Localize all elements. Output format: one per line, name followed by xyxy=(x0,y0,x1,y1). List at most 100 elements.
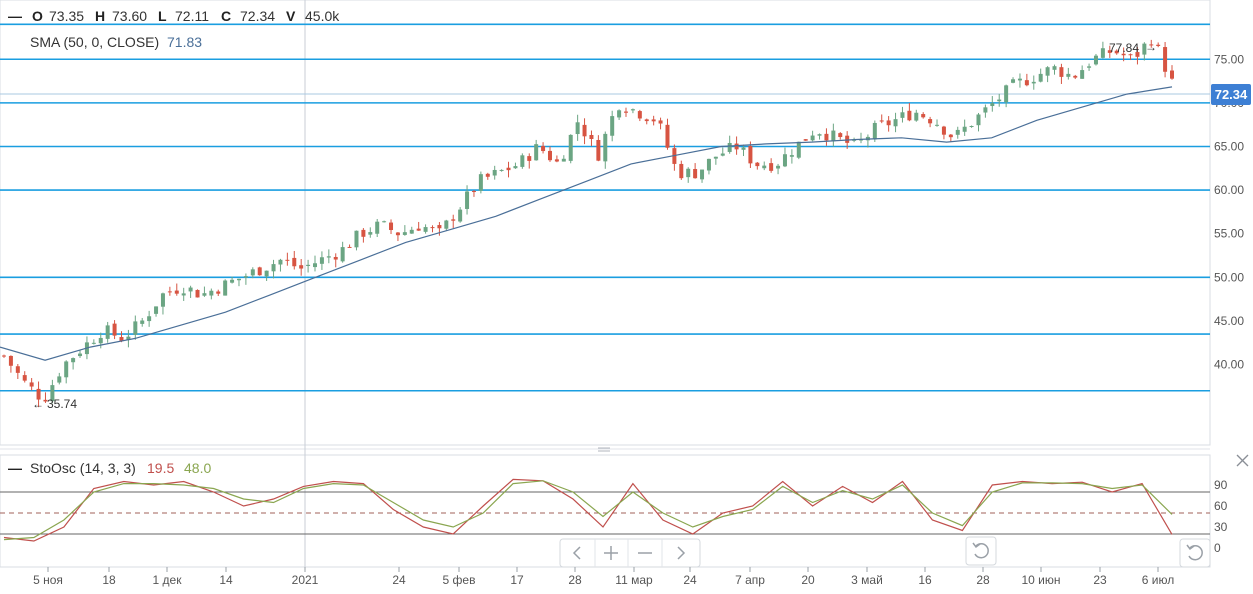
date-tick-label: 28 xyxy=(976,573,990,587)
candle-body xyxy=(36,388,41,400)
candle-body xyxy=(831,130,836,142)
stoch-legend[interactable]: — StoOsc (14, 3, 3) 19.5 48.0 xyxy=(8,460,211,476)
candle-body xyxy=(700,169,705,180)
date-tick-label: 3 май xyxy=(851,573,883,587)
candle-body xyxy=(223,280,228,296)
sma-legend[interactable]: SMA (50, 0, CLOSE) 71.83 xyxy=(30,34,202,50)
candle-body xyxy=(1052,66,1057,70)
stoch-tick-label: 0 xyxy=(1214,541,1221,555)
candle-body xyxy=(554,159,559,162)
candle-body xyxy=(416,228,421,231)
candle-body xyxy=(1121,53,1126,56)
candle-body xyxy=(603,133,608,162)
candle-body xyxy=(1107,50,1112,53)
candle-body xyxy=(91,342,96,344)
candle-body xyxy=(126,336,131,340)
candle-body xyxy=(1156,44,1161,46)
stoch-levels xyxy=(0,491,1210,535)
open-label: O xyxy=(32,8,43,24)
candle-body xyxy=(990,103,995,107)
candle-body xyxy=(43,399,48,402)
date-tick-label: 11 мар xyxy=(615,573,653,587)
candle-body xyxy=(437,225,442,229)
candle-body xyxy=(423,227,428,232)
scroll-right-button[interactable] xyxy=(677,546,686,560)
candle-body xyxy=(900,112,905,118)
candle-body xyxy=(589,135,594,139)
candle-body xyxy=(824,133,829,141)
candle-body xyxy=(471,191,476,193)
candle-body xyxy=(1128,54,1133,56)
high-value: 77.84 xyxy=(1109,41,1139,55)
volume-value: 45.0k xyxy=(305,8,340,24)
price-pane[interactable] xyxy=(0,0,1211,446)
candle-body xyxy=(1087,66,1092,68)
high-annotation: 77.84 → xyxy=(1109,40,1157,55)
date-tick-label: 24 xyxy=(683,573,697,587)
candle-body xyxy=(112,323,117,336)
candle-body xyxy=(1149,44,1154,46)
low-label: L xyxy=(158,8,167,24)
date-axis[interactable]: 5 ноя 18 1 дек 14 2021 24 5 фев 17 28 11 мар 24 7 а… xyxy=(33,567,1174,587)
candle-body xyxy=(893,119,898,127)
candle-body xyxy=(720,153,725,156)
candle-body xyxy=(326,256,331,258)
candle-body xyxy=(907,110,912,121)
candle-body xyxy=(886,120,891,126)
candle-body xyxy=(29,382,34,387)
candle-body xyxy=(306,264,311,266)
close-icon[interactable] xyxy=(1236,454,1249,467)
candle-body xyxy=(651,119,656,122)
scroll-left-button[interactable] xyxy=(560,539,595,567)
candle-body xyxy=(478,174,483,191)
candle-body xyxy=(686,168,691,178)
date-tick-label: 10 июн xyxy=(1021,573,1060,587)
zoom-in-button[interactable] xyxy=(604,546,618,560)
candle-body xyxy=(202,293,207,296)
candle-body xyxy=(1024,80,1029,86)
reset-button-center[interactable] xyxy=(965,536,997,566)
candle-body xyxy=(465,191,470,209)
candle-body xyxy=(955,129,960,135)
chevron-right-icon xyxy=(677,546,686,560)
candle-body xyxy=(1066,73,1071,77)
candle-body xyxy=(983,107,988,113)
date-tick-label: 5 фев xyxy=(443,573,476,587)
candle-body xyxy=(64,361,69,378)
candle-body xyxy=(50,385,55,402)
candle-body xyxy=(838,133,843,138)
candle-body xyxy=(727,142,732,152)
candle-body xyxy=(133,321,138,335)
candle-body xyxy=(1004,85,1009,103)
stoch-axis[interactable]: 90 60 30 0 xyxy=(1214,478,1228,555)
date-tick-label: 14 xyxy=(219,573,233,587)
candle-body xyxy=(499,169,504,171)
pane-resize-grip[interactable] xyxy=(598,447,610,452)
last-price-value: 72.34 xyxy=(1215,87,1248,102)
candle-body xyxy=(264,270,269,277)
price-tick-label: 60.00 xyxy=(1214,183,1244,197)
candle-body xyxy=(782,154,787,167)
candle-body xyxy=(789,155,794,157)
candle-body xyxy=(1135,52,1140,57)
candle-body xyxy=(803,139,808,141)
close-label: C xyxy=(221,8,231,24)
candle-body xyxy=(872,122,877,140)
candle-body xyxy=(167,291,172,293)
reset-button-axis[interactable] xyxy=(1179,538,1211,568)
date-tick-label: 2021 xyxy=(292,573,319,587)
candle-body xyxy=(547,150,552,161)
price-tick-label: 65.00 xyxy=(1214,139,1244,153)
chevron-left-icon xyxy=(572,546,581,560)
date-tick-label: 7 апр xyxy=(735,573,765,587)
candle-body xyxy=(154,306,159,314)
candle-body xyxy=(796,141,801,158)
candle-body xyxy=(105,325,110,339)
candle-body xyxy=(292,257,297,267)
candle-body xyxy=(713,156,718,159)
horizontal-lines[interactable] xyxy=(0,23,1210,392)
low-annotation: ← 35.74 xyxy=(32,397,77,411)
candle-body xyxy=(243,276,248,278)
candle-body xyxy=(209,290,214,296)
